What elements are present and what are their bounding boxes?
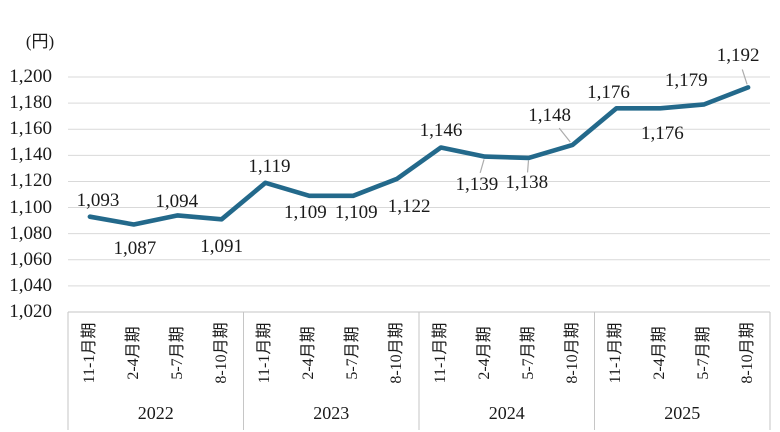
y-tick-label: 1,200	[9, 66, 52, 87]
y-axis-unit-label: (円)	[25, 32, 55, 51]
x-tick-quarter-label: 5-7月期	[344, 326, 362, 380]
data-point-label: 1,146	[419, 119, 463, 141]
y-tick-label: 1,040	[9, 274, 52, 296]
x-tick-year-label: 2025	[664, 403, 701, 423]
data-point-label: 1,091	[200, 236, 243, 258]
x-tick-quarter-label: 8-10月期	[388, 322, 406, 384]
data-point-label: 1,176	[640, 123, 684, 145]
data-point-label: 1,122	[387, 195, 431, 217]
data-point-label: 1,119	[248, 155, 291, 177]
label-leader-line	[479, 159, 485, 174]
x-tick-quarter-label: 11-1月期	[80, 322, 98, 384]
price-line-series	[87, 85, 751, 227]
label-leader-line	[741, 69, 748, 85]
data-point-label: 1,094	[155, 191, 199, 213]
data-point-label: 1,139	[455, 173, 499, 195]
x-tick-quarter-label: 11-1月期	[431, 322, 449, 384]
y-tick-label: 1,020	[9, 301, 52, 322]
data-point-label: 1,087	[113, 237, 157, 259]
x-tick-quarter-label: 2-4月期	[124, 326, 142, 380]
data-point-label: 1,109	[283, 201, 327, 223]
data-point-label: 1,192	[716, 45, 760, 67]
data-point-label: 1,093	[76, 189, 120, 211]
x-tick-quarter-label: 2-4月期	[300, 326, 318, 380]
x-tick-quarter-label: 8-10月期	[212, 322, 230, 384]
x-tick-quarter-label: 11-1月期	[607, 322, 625, 384]
x-tick-quarter-label: 5-7月期	[168, 326, 186, 380]
x-tick-quarter-label: 8-10月期	[739, 322, 757, 384]
x-tick-quarter-label: 8-10月期	[563, 322, 581, 384]
data-point-label: 1,109	[334, 201, 378, 223]
x-tick-year-label: 2023	[313, 403, 350, 423]
data-point-label: 1,148	[528, 104, 571, 126]
x-tick-year-label: 2022	[137, 403, 174, 423]
y-tick-label: 1,100	[9, 196, 52, 218]
y-tick-label: 1,180	[9, 92, 52, 114]
x-tick-quarter-label: 5-7月期	[695, 326, 713, 380]
x-tick-quarter-label: 11-1月期	[256, 322, 274, 384]
data-point-label: 1,179	[664, 70, 708, 92]
y-tick-label: 1,160	[9, 118, 52, 140]
data-point-label: 1,176	[587, 82, 630, 104]
y-tick-label: 1,060	[9, 248, 52, 270]
label-leader-line	[558, 127, 571, 143]
y-tick-label: 1,120	[9, 170, 52, 192]
x-tick-quarter-label: 2-4月期	[475, 326, 493, 380]
x-tick-year-label: 2024	[488, 403, 525, 423]
x-tick-quarter-label: 2-4月期	[651, 326, 669, 380]
data-point-label: 1,138	[505, 171, 549, 193]
x-tick-quarter-label: 5-7月期	[519, 326, 537, 380]
label-leader-line	[526, 160, 530, 173]
y-tick-label: 1,140	[9, 144, 52, 166]
y-tick-label: 1,080	[9, 222, 52, 244]
